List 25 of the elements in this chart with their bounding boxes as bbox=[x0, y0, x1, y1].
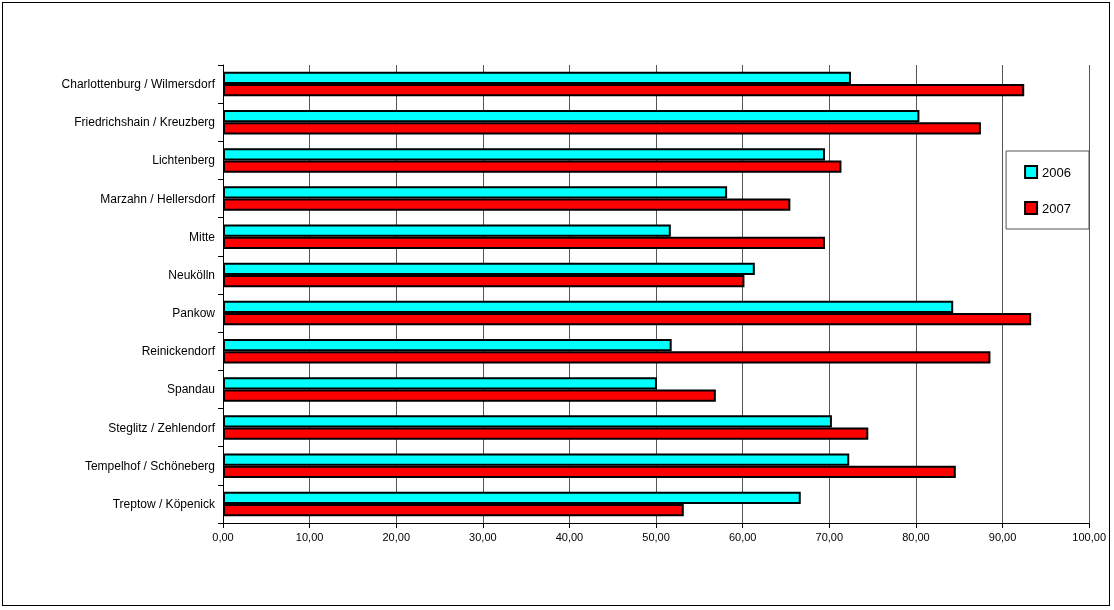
legend-label: 2006 bbox=[1042, 164, 1071, 180]
x-tick-label: 50,00 bbox=[642, 530, 670, 543]
y-tick-label: Neukölln bbox=[168, 267, 215, 282]
x-tick-label: 10,00 bbox=[295, 530, 324, 543]
legend-label: 2007 bbox=[1042, 200, 1071, 216]
y-tick-label: Marzahn / Hellersdorf bbox=[100, 191, 216, 206]
x-tick-label: 30,00 bbox=[469, 530, 497, 543]
x-tick-label: 80,00 bbox=[902, 530, 930, 543]
x-tick-label: 0,00 bbox=[212, 530, 234, 543]
y-tick-label: Tempelhof / Schöneberg bbox=[84, 458, 215, 473]
y-tick-label: Friedrichshain / Kreuzberg bbox=[74, 115, 215, 130]
x-tick-label: 70,00 bbox=[815, 530, 844, 543]
x-tick-label: 20,00 bbox=[382, 530, 410, 543]
y-tick-label: Lichtenberg bbox=[152, 153, 215, 168]
x-tick-label: 40,00 bbox=[555, 530, 584, 543]
y-tick-label: Treptow / Köpenick bbox=[112, 496, 216, 511]
x-tick-label: 90,00 bbox=[988, 530, 1017, 543]
y-tick-label: Mitte bbox=[188, 229, 216, 244]
x-tick-label: 60,00 bbox=[728, 530, 757, 543]
y-tick-label: Reinickendorf bbox=[141, 344, 216, 359]
y-tick-label: Charlottenburg / Wilmersdorf bbox=[61, 77, 216, 92]
y-tick-label: Steglitz / Zehlendorf bbox=[108, 420, 216, 435]
x-tick-label: 100,00 bbox=[1072, 530, 1107, 543]
y-tick-label: Pankow bbox=[172, 306, 216, 321]
y-tick-label: Spandau bbox=[166, 382, 215, 397]
